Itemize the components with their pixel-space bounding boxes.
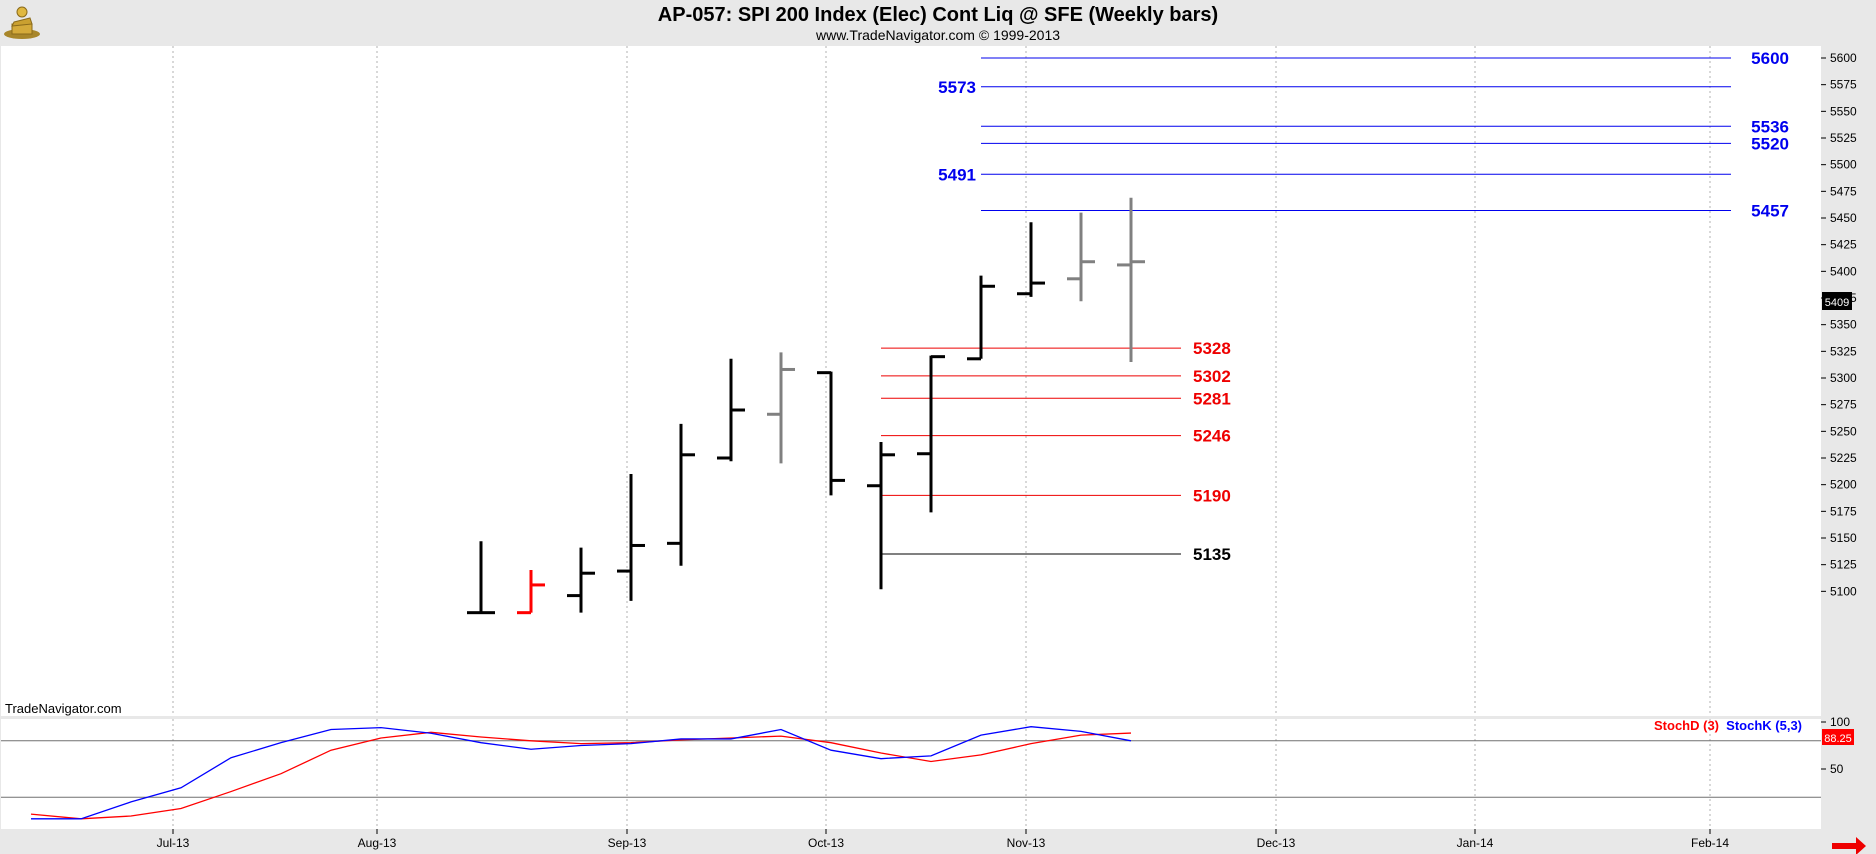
ohlc-bar [467,541,495,615]
stochastic-lines [30,726,1132,820]
watermark: TradeNavigator.com [5,701,122,716]
y-tick-label: 100 [1830,715,1850,729]
ohlc-bar [917,355,945,513]
y-tick-label: 5450 [1830,211,1857,225]
y-tick-label: 5425 [1830,238,1857,252]
chart-title: AP-057: SPI 200 Index (Elec) Cont Liq @ … [658,4,1218,26]
stoch-value-tag: 88.25 [1822,729,1854,745]
chart-subtitle: www.TradeNavigator.com © 1999-2013 [815,27,1060,43]
ohlc-bar [967,275,995,361]
ohlc-bar [667,423,695,566]
x-tick-label: Oct-13 [808,836,844,850]
ohlc-bar [567,547,595,613]
price-bars [467,197,1145,615]
right-arrow-icon[interactable] [1832,837,1866,854]
y-tick-label: 5400 [1830,264,1857,278]
y-tick-label: 5200 [1830,478,1857,492]
gold-figure-logo-icon [4,6,40,39]
stoch-value-label: 88.25 [1824,733,1852,745]
stochastic-y-axis: 50 100 [1821,715,1850,776]
stochastic-grid [1,719,1821,829]
x-axis: Jul-13 Aug-13 Sep-13 Oct-13 Nov-13 Dec-13 Jan-… [157,829,1729,850]
ohlc-bar [767,352,795,464]
y-tick-label: 5100 [1830,584,1857,598]
y-tick-label: 5600 [1830,51,1857,65]
last-price-label: 5409 [1825,297,1849,309]
legend-stochd: StochD (3) [1654,718,1719,733]
y-tick-label: 5350 [1830,318,1857,332]
last-price-tag: 5409 [1822,292,1852,310]
x-tick-label: Sep-13 [608,836,647,850]
resistance-label: 5457 [1751,202,1789,221]
resistance-label: 5573 [938,78,976,97]
stochastic-plot-area [1,719,1821,829]
ohlc-bar [1117,197,1145,362]
y-tick-label: 5500 [1830,158,1857,172]
x-tick-label: Jul-13 [157,836,190,850]
legend-stochk: StochK (5,3) [1726,718,1802,733]
support-label: 5328 [1193,339,1231,358]
ohlc-bar [1017,222,1045,297]
support-label: 5190 [1193,486,1231,505]
y-tick-label: 5475 [1830,184,1857,198]
x-tick-label: Dec-13 [1257,836,1296,850]
y-tick-label: 5325 [1830,344,1857,358]
x-tick-label: Aug-13 [358,836,397,850]
y-tick-label: 5225 [1830,451,1857,465]
y-tick-label: 50 [1830,762,1844,776]
y-tick-label: 5525 [1830,131,1857,145]
support-label: 5246 [1193,427,1231,446]
support-label: 5281 [1193,389,1231,408]
y-tick-label: 5575 [1830,78,1857,92]
y-tick-label: 5250 [1830,424,1857,438]
ohlc-bar [717,358,745,462]
support-label: 5135 [1193,545,1231,564]
resistance-label: 5536 [1751,117,1789,136]
y-tick-label: 5300 [1830,371,1857,385]
ohlc-bar [1067,212,1095,302]
ohlc-bar [817,371,845,496]
y-tick-label: 5275 [1830,398,1857,412]
ohlc-bar [617,474,645,601]
price-grid [172,46,1711,716]
stoch-series-line [30,731,1132,820]
price-plot-area [1,46,1821,716]
x-tick-label: Jan-14 [1457,836,1494,850]
resistance-label: 5491 [938,165,976,184]
price-y-axis: 5100 5125 5150 5175 5200 5225 5250 5275 5300 5325… [1821,51,1857,598]
y-tick-label: 5125 [1830,558,1857,572]
resistance-label: 5520 [1751,134,1789,153]
x-tick-label: Nov-13 [1007,836,1046,850]
y-tick-label: 5550 [1830,104,1857,118]
support-label: 5302 [1193,367,1231,386]
ohlc-bar [867,442,895,590]
y-tick-label: 5175 [1830,504,1857,518]
stoch-series-line [31,726,1132,820]
resistance-label: 5600 [1751,49,1789,68]
ohlc-bar [517,570,545,615]
y-tick-label: 5150 [1830,531,1857,545]
x-tick-label: Feb-14 [1691,836,1729,850]
stochastic-panel: 50 100 StochD (3) StochK (5,3) 88.25 [1,715,1854,829]
